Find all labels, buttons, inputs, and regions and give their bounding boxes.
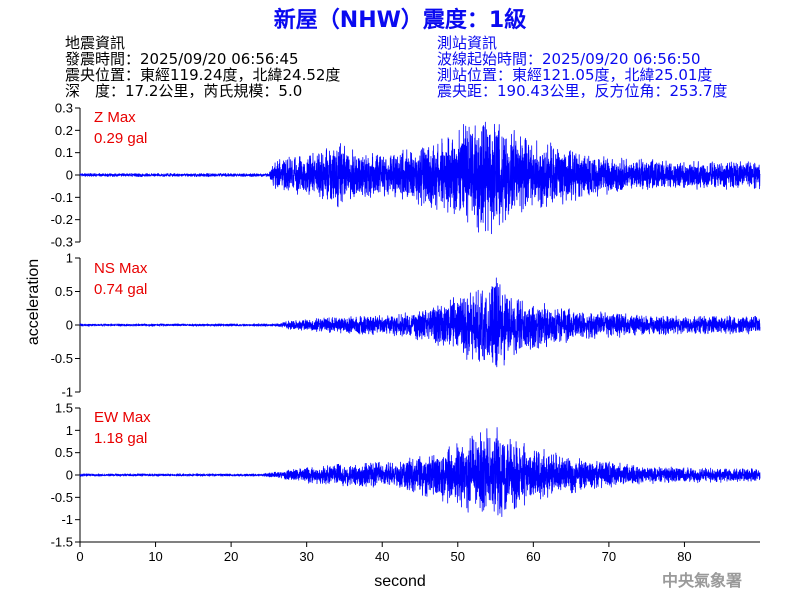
z-y-tick-label: 0.3 [55,101,73,116]
ns-acceleration-trace [79,277,761,368]
station-info-block: 測站資訊 波線起始時間：2025/09/20 06:56:50 測站位置：東經1… [437,34,727,100]
ew-y-tick-label: -1.5 [51,535,73,550]
x-tick-label: 60 [526,549,540,564]
ew-y-tick-label: -1 [61,512,73,527]
ns-y-tick-label: -1 [61,385,73,400]
ew-y-tick-label: 0.5 [55,445,73,460]
ew-y-tick-label: -0.5 [51,490,73,505]
x-tick-label: 20 [224,549,238,564]
station-info-heading: 測站資訊 [437,34,497,52]
event-info-heading: 地震資訊 [65,34,125,52]
z-y-tick-label: -0.1 [51,190,73,205]
station-start-time: 波線起始時間：2025/09/20 06:56:50 [437,50,701,68]
x-tick-label: 30 [299,549,313,564]
event-info-block: 地震資訊 發震時間：2025/09/20 06:56:45 震央位置：東經119… [65,34,340,100]
x-tick-label: 0 [76,549,83,564]
x-tick-label: 50 [451,549,465,564]
ns-y-tick-label: 1 [66,251,73,266]
z-y-tick-label: 0.2 [55,123,73,138]
y-axis-title: acceleration [25,259,42,345]
ew-acceleration-trace [79,427,761,518]
x-axis: 0 10 20 30 40 50 60 70 80 [76,541,760,564]
ns-max-value: 0.74 gal [94,281,147,298]
ns-panel: 1 0.5 0 -0.5 -1 [51,251,761,400]
event-epicenter: 震央位置：東經119.24度，北緯24.52度 [65,66,340,84]
x-tick-label: 40 [375,549,389,564]
station-distance: 震央距：190.43公里，反方位角：253.7度 [437,82,727,100]
ew-panel: 1.5 1 0.5 0 -0.5 -1 -1.5 [51,401,761,550]
ns-y-tick-label: 0.5 [55,284,73,299]
panels-layer: 0.30.20.10-0.1-0.2-0.310.50-0.5-11.510.5… [51,101,761,564]
z-acceleration-trace [79,121,761,235]
x-tick-label: 10 [148,549,162,564]
station-intensity-title: 新屋（NHW）震度：1級 [274,7,526,33]
z-y-tick-label: 0 [66,168,73,183]
z-y-tick-label: -0.3 [51,235,73,250]
x-axis-title: second [374,573,426,590]
ew-max-value: 1.18 gal [94,430,147,447]
ew-y-tick-label: 1 [66,423,73,438]
ew-y-tick-label: 1.5 [55,401,73,416]
z-max-value: 0.29 gal [94,130,147,147]
ew-max-title: EW Max [94,409,151,426]
z-max-title: Z Max [94,109,136,126]
station-location: 測站位置：東經121.05度，北緯25.01度 [437,66,712,84]
z-y-tick-label: 0.1 [55,145,73,160]
ns-y-tick-label: 0 [66,318,73,333]
x-tick-label: 80 [677,549,691,564]
ns-max-title: NS Max [94,260,148,277]
event-depth-magnitude: 深 度：17.2公里，芮氏規模：5.0 [65,82,302,100]
z-y-tick-label: -0.2 [51,212,73,227]
ns-y-tick-label: -0.5 [51,351,73,366]
z-panel: 0.3 0.2 0.1 0 -0.1 -0.2 -0.3 [51,101,761,250]
agency-watermark: 中央氣象署 [662,571,742,590]
event-origin-time: 發震時間：2025/09/20 06:56:45 [65,50,299,68]
x-tick-label: 70 [602,549,616,564]
ew-y-tick-label: 0 [66,468,73,483]
